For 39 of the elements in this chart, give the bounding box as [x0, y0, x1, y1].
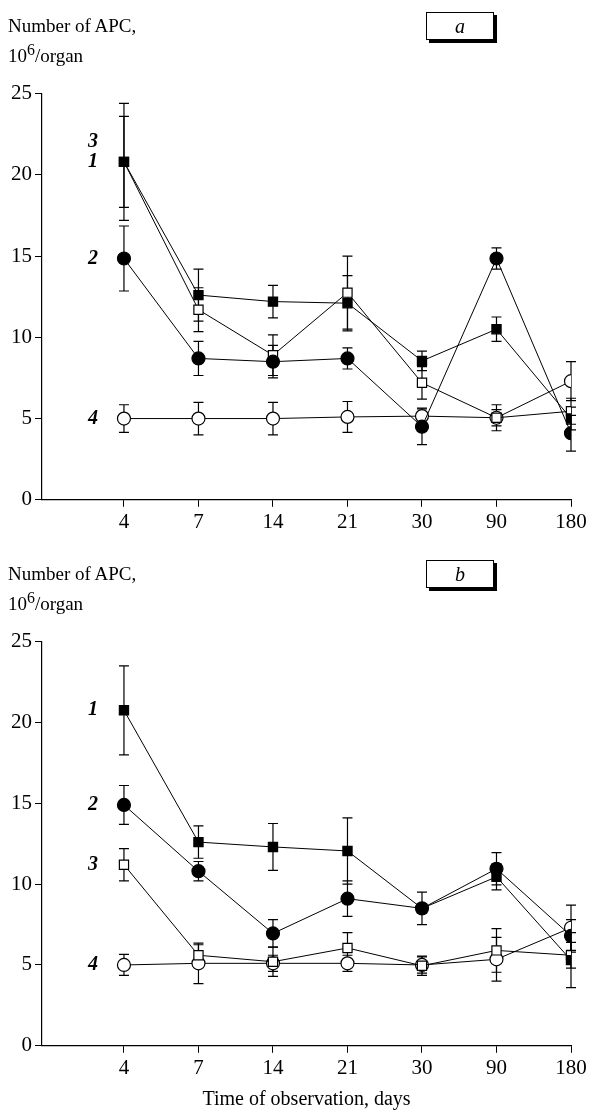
series-label: 1: [87, 149, 98, 172]
y-tick-label: 25: [11, 80, 32, 105]
chart-title: a: [426, 12, 494, 40]
y-axis-title: Number of APC, 10$^{6}$/organ: [8, 14, 138, 69]
x-tick-label: 180: [555, 1054, 587, 1079]
x-tick-label: 7: [193, 508, 204, 533]
y-tick-label: 10: [11, 323, 32, 348]
y-tick-label: 10: [11, 870, 32, 895]
y-tick-label: 25: [11, 628, 32, 653]
x-axis-title: Time of observation, days: [202, 1087, 411, 1111]
y-tick-label: 20: [11, 161, 32, 186]
x-tick-label: 14: [262, 1054, 284, 1079]
x-tick-label: 4: [118, 508, 130, 533]
x-tick-label: 21: [336, 508, 358, 533]
x-tick-label: 30: [411, 1054, 433, 1079]
x-tick-label: 90: [485, 508, 507, 533]
series-label: 4: [86, 952, 98, 975]
series-label: 3: [86, 851, 98, 874]
x-tick-label: 7: [193, 1054, 204, 1079]
x-tick-label: 180: [555, 508, 587, 533]
chart-title: b: [426, 560, 494, 588]
y-tick-label: 5: [21, 951, 32, 976]
series-label: 4: [86, 405, 98, 428]
y-axis-title: Number of APC, 10$^{6}$/organ: [8, 562, 138, 617]
y-tick-label: 0: [21, 1032, 32, 1057]
series-label: 2: [86, 792, 98, 815]
series-label: 2: [86, 245, 98, 268]
y-tick-label: 20: [11, 708, 32, 733]
x-tick-label: 30: [411, 508, 433, 533]
x-tick-label: 90: [485, 1054, 507, 1079]
series-label: 1: [87, 697, 98, 720]
series-label: 3: [86, 129, 98, 152]
y-tick-label: 15: [11, 789, 32, 814]
y-tick-label: 15: [11, 242, 32, 267]
x-tick-label: 4: [118, 1054, 130, 1079]
x-tick-label: 14: [262, 508, 284, 533]
x-tick-label: 21: [336, 1054, 358, 1079]
y-tick-label: 0: [21, 486, 32, 511]
y-tick-label: 5: [21, 405, 32, 430]
